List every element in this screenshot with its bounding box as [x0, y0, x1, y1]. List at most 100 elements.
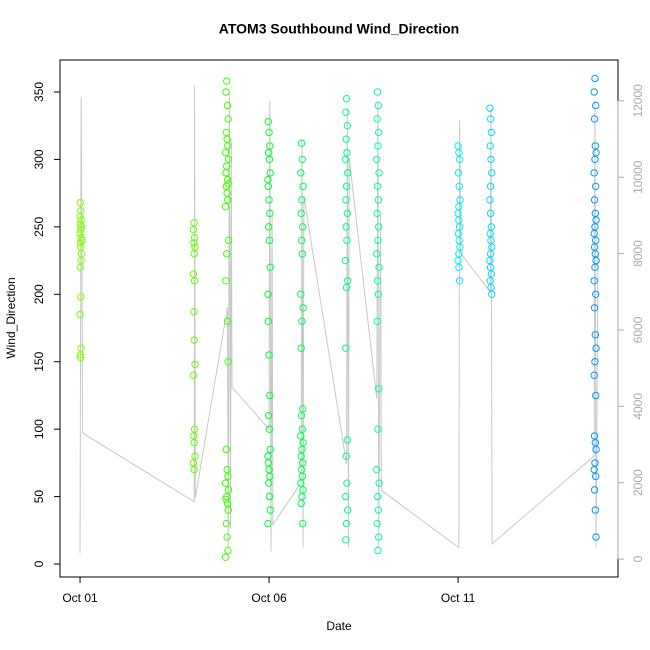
point	[265, 425, 274, 433]
point	[299, 438, 307, 447]
point	[264, 290, 272, 298]
point	[190, 233, 199, 242]
point	[487, 155, 495, 164]
point	[486, 196, 494, 204]
point	[342, 108, 350, 116]
point	[190, 438, 198, 447]
point	[264, 317, 273, 325]
point	[223, 465, 231, 474]
y-axis-label: Wind_Direction	[4, 277, 18, 358]
point	[590, 115, 599, 123]
point	[221, 553, 230, 562]
point	[76, 229, 84, 238]
point	[189, 270, 198, 278]
point	[591, 472, 600, 481]
point	[266, 263, 274, 272]
point	[224, 546, 232, 555]
point	[342, 536, 350, 544]
point	[454, 256, 462, 265]
point	[266, 506, 274, 514]
point	[374, 506, 383, 514]
point	[190, 336, 198, 344]
point	[343, 209, 352, 218]
point	[77, 293, 85, 301]
point	[373, 115, 381, 123]
point	[265, 155, 274, 164]
point	[223, 101, 232, 110]
point	[590, 88, 598, 96]
point	[298, 492, 306, 501]
altitude-line	[79, 85, 599, 554]
point	[486, 142, 494, 150]
point	[341, 492, 350, 501]
x-tick-label: Oct 01	[62, 591, 98, 605]
point	[341, 256, 350, 265]
point	[298, 317, 306, 325]
y2-tick-label: 12000	[631, 84, 645, 118]
point	[190, 277, 199, 285]
y-tick-label: 100	[32, 419, 46, 439]
point	[223, 317, 232, 325]
point	[297, 344, 305, 352]
point	[488, 243, 496, 251]
point	[76, 351, 85, 359]
y-tick-label: 150	[32, 351, 46, 371]
point	[591, 331, 600, 339]
point	[591, 155, 599, 164]
point	[265, 492, 274, 501]
point	[592, 533, 600, 541]
point	[486, 209, 495, 218]
point	[488, 169, 496, 177]
y-tick-label: 250	[32, 217, 46, 237]
point	[342, 196, 350, 204]
point	[342, 223, 350, 231]
point	[190, 465, 198, 474]
point	[299, 405, 307, 413]
point	[342, 452, 350, 460]
point	[265, 351, 273, 359]
point	[590, 229, 598, 238]
point	[373, 492, 382, 501]
point	[590, 196, 599, 204]
point	[342, 135, 350, 143]
point	[455, 277, 464, 285]
chart-title: ATOM3 Southbound Wind_Direction	[219, 21, 459, 37]
point	[374, 236, 382, 245]
point	[373, 317, 381, 325]
point	[221, 479, 230, 487]
point	[455, 148, 463, 157]
point	[298, 196, 306, 204]
point	[264, 182, 273, 191]
point	[221, 202, 230, 211]
point	[297, 432, 305, 440]
point	[264, 148, 273, 157]
point	[373, 88, 382, 96]
point	[264, 452, 272, 460]
point	[374, 128, 383, 137]
point	[299, 304, 307, 312]
point	[266, 169, 274, 177]
point	[456, 196, 464, 204]
point	[222, 88, 230, 96]
point	[486, 182, 495, 191]
point	[77, 206, 85, 215]
point	[592, 445, 600, 454]
point	[590, 465, 598, 474]
point	[297, 169, 305, 177]
point	[343, 479, 351, 487]
y2-tick-label: 10000	[631, 160, 645, 194]
point	[342, 283, 351, 292]
point	[223, 533, 231, 541]
point	[222, 277, 230, 285]
point	[591, 506, 600, 514]
point	[455, 216, 463, 224]
point	[375, 169, 383, 177]
point	[224, 506, 232, 514]
y2-tick-label: 0	[631, 555, 645, 562]
point	[591, 101, 600, 110]
point	[373, 250, 381, 258]
point	[265, 128, 273, 137]
point	[590, 304, 599, 312]
